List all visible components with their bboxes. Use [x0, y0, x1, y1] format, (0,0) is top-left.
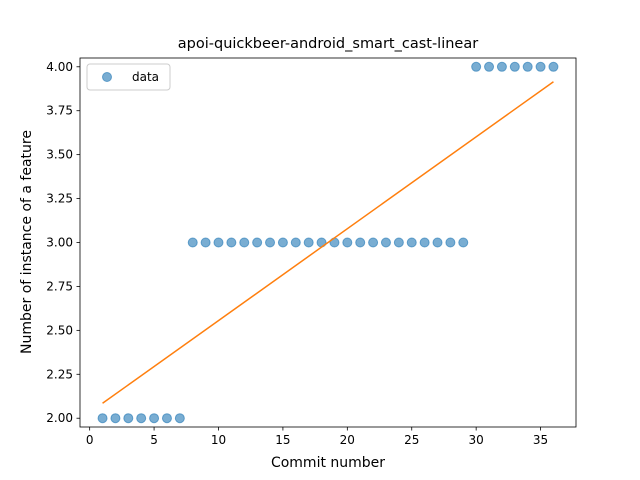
y-tick-label: 2.50 — [46, 323, 73, 337]
data-point — [522, 61, 533, 72]
data-point — [226, 237, 237, 248]
chart-title: apoi-quickbeer-android_smart_cast-linear — [178, 36, 478, 52]
data-point — [136, 413, 147, 424]
x-tick-label: 30 — [469, 433, 484, 447]
data-point — [548, 61, 559, 72]
fit-line — [102, 81, 554, 404]
data-point — [265, 237, 276, 248]
data-point — [290, 237, 301, 248]
data-point — [406, 237, 417, 248]
data-point — [303, 237, 314, 248]
y-tick-label: 2.00 — [46, 411, 73, 425]
data-point — [368, 237, 379, 248]
data-point — [277, 237, 288, 248]
y-tick-label: 3.00 — [46, 236, 73, 250]
data-point — [484, 61, 495, 72]
data-point — [161, 413, 172, 424]
data-point — [149, 413, 160, 424]
legend-box — [86, 63, 171, 91]
legend: data — [86, 63, 171, 91]
data-point — [213, 237, 224, 248]
data-point — [458, 237, 469, 248]
y-tick-label: 2.25 — [46, 367, 73, 381]
data-point — [355, 237, 366, 248]
data-point — [509, 61, 520, 72]
x-tick-label: 20 — [340, 433, 355, 447]
x-tick-label: 15 — [275, 433, 290, 447]
data-point — [342, 237, 353, 248]
legend-label-data: data — [132, 70, 159, 84]
data-point — [200, 237, 211, 248]
data-point — [393, 237, 404, 248]
x-tick-label: 35 — [533, 433, 548, 447]
data-point — [239, 237, 250, 248]
data-point — [110, 413, 121, 424]
x-tick-label: 25 — [404, 433, 419, 447]
data-point — [97, 413, 108, 424]
legend-marker-data — [102, 72, 112, 82]
data-point — [252, 237, 263, 248]
x-tick-label: 10 — [211, 433, 226, 447]
x-tick-label: 5 — [150, 433, 158, 447]
y-tick-label: 3.25 — [46, 192, 73, 206]
data-point — [471, 61, 482, 72]
data-point — [187, 237, 198, 248]
x-axis-title: Commit number — [271, 455, 385, 471]
y-tick-label: 2.75 — [46, 279, 73, 293]
data-point — [432, 237, 443, 248]
data-point — [445, 237, 456, 248]
y-axis-title: Number of instance of a feature — [19, 130, 35, 354]
plot-area: 0 5 10 15 20 25 30 35 2.00 2.25 2.50 2.75 3.00 3.25 3.… — [46, 57, 577, 447]
y-tick-label: 4.00 — [46, 60, 73, 74]
x-tick-label: 0 — [86, 433, 94, 447]
data-point — [535, 61, 546, 72]
data-point — [419, 237, 430, 248]
y-tick-label: 3.50 — [46, 148, 73, 162]
y-tick-label: 3.75 — [46, 104, 73, 118]
data-point — [174, 413, 185, 424]
data-point — [380, 237, 391, 248]
data-point — [496, 61, 507, 72]
data-point — [123, 413, 134, 424]
